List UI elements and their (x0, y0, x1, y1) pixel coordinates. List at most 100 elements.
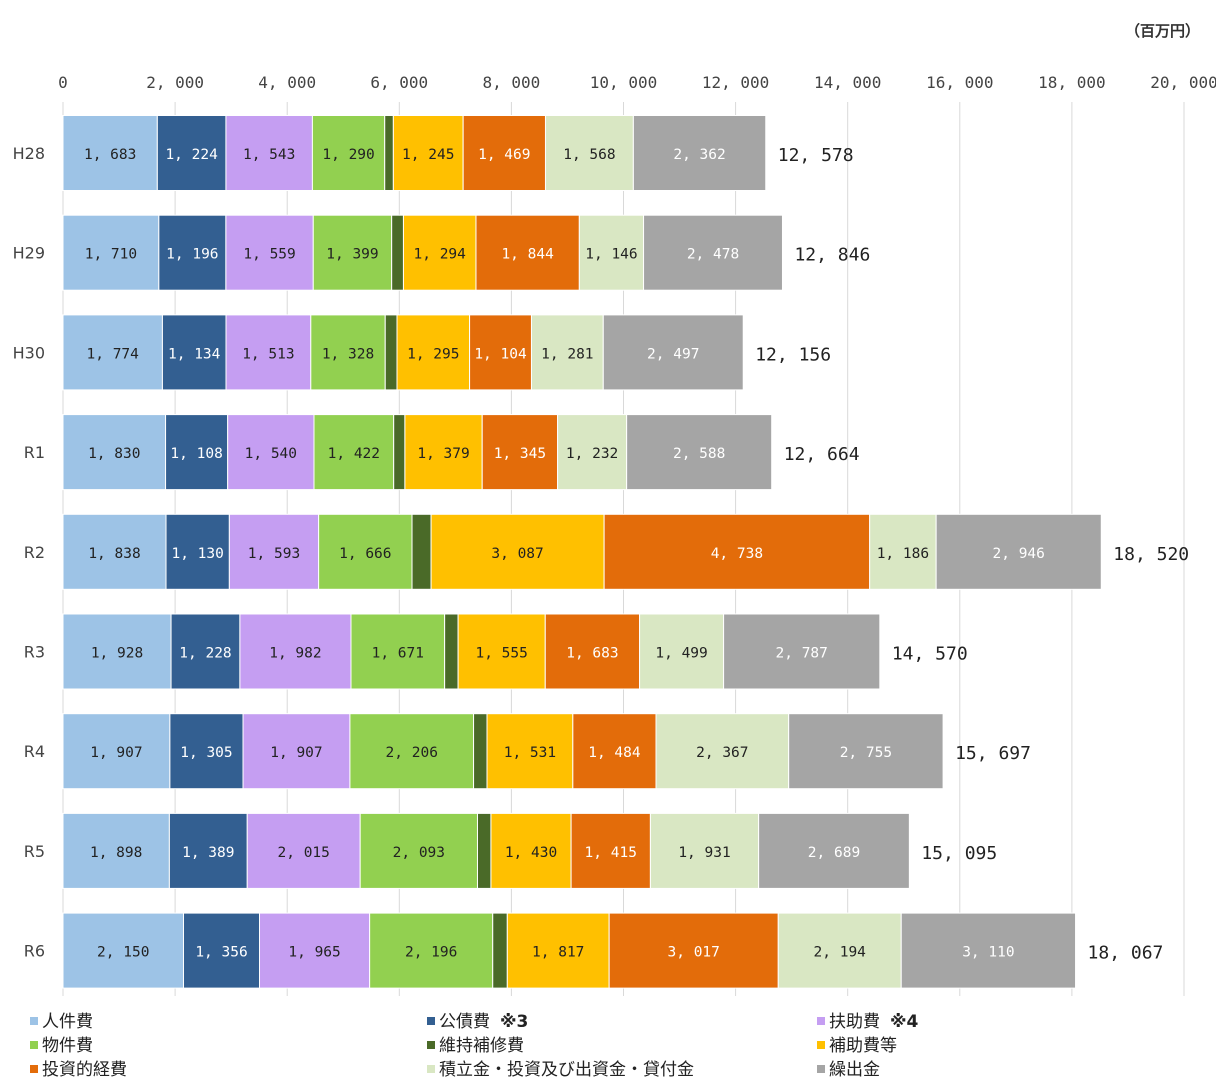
bar-value-label: 1, 671 (372, 646, 424, 662)
legend-item-bukkenhi: 物件費 (30, 1036, 93, 1056)
bar-value-label: 2, 093 (393, 845, 445, 861)
y-category-label: R2 (24, 543, 45, 562)
bar-segment (225, 115, 313, 191)
bar-segment (384, 115, 394, 191)
legend-item-kousaihi: 公債費 ※3 (427, 1012, 528, 1032)
bar-segment (313, 414, 395, 491)
bar-value-label: 1, 666 (339, 546, 391, 562)
bar-segment (632, 115, 767, 191)
bar-value-label: 1, 281 (541, 346, 593, 362)
bar-value-label: 1, 568 (563, 147, 615, 163)
bar-value-label: 1, 108 (170, 446, 222, 462)
bar-total-label: 12, 156 (755, 344, 831, 365)
bar-segment (161, 314, 227, 391)
bar-total-label: 18, 520 (1113, 544, 1189, 565)
bar-total-label: 15, 095 (921, 843, 997, 864)
legend-item-kuridashikin: 繰出金 (817, 1060, 880, 1080)
x-tick-label: 0 (58, 73, 68, 92)
bar-segment (393, 414, 406, 491)
bar-segment (544, 613, 641, 690)
bar-value-label: 3, 017 (668, 945, 720, 961)
legend-swatch (817, 1041, 825, 1049)
bar-segment (404, 414, 483, 491)
y-category-label: H30 (13, 343, 45, 362)
y-category-label: R6 (24, 942, 45, 961)
bar-value-label: 1, 931 (678, 845, 730, 861)
legend-swatch (817, 1017, 825, 1025)
bar-value-label: 2, 755 (840, 745, 892, 761)
x-tick-label: 16, 000 (926, 73, 993, 92)
bar-segment (473, 713, 488, 790)
bar-segment (626, 414, 773, 491)
bar-segment (227, 414, 315, 491)
bar-total-label: 15, 697 (955, 743, 1031, 764)
bar-segment (530, 314, 604, 391)
bar-segment (603, 513, 871, 590)
legend-label: 人件費 (42, 1012, 93, 1032)
bar-segment (312, 214, 393, 291)
bar-segment (476, 812, 492, 889)
bar-value-label: 2, 588 (673, 446, 725, 462)
bar-value-label: 1, 484 (588, 745, 641, 761)
bar-segment (225, 214, 314, 291)
bar-value-label: 1, 683 (566, 646, 618, 662)
bar-segment (311, 115, 386, 191)
bar-segment (225, 314, 312, 391)
legend-item-tsumitatekin: 積立金・投資及び出資金・貸付金 (427, 1060, 694, 1080)
bar-value-label: 1, 830 (88, 446, 140, 462)
bar-value-label: 3, 110 (962, 945, 1014, 961)
bar-value-label: 1, 928 (91, 646, 143, 662)
bar-value-label: 1, 379 (417, 446, 469, 462)
bar-segment (62, 115, 158, 191)
bar-segment (62, 314, 163, 391)
y-category-label: R1 (24, 443, 45, 462)
bar-value-label: 3, 087 (491, 546, 543, 562)
bar-value-label: 1, 593 (248, 546, 300, 562)
bar-value-label: 1, 186 (877, 546, 929, 562)
bar-value-label: 1, 898 (90, 845, 142, 861)
legend-swatch (427, 1017, 435, 1025)
bar-value-label: 2, 362 (673, 147, 725, 163)
legend-swatch (30, 1017, 38, 1025)
x-tick-label: 6, 000 (370, 73, 428, 92)
x-tick-label: 2, 000 (146, 73, 204, 92)
y-category-label: R3 (24, 643, 45, 662)
legend-label: 投資的経費 (42, 1060, 127, 1080)
bar-segment (481, 414, 559, 491)
bar-value-label: 1, 710 (85, 247, 137, 263)
bar-value-label: 2, 206 (386, 745, 438, 761)
legend-label: 扶助費 (829, 1012, 880, 1032)
bar-segment (469, 314, 532, 391)
bar-segment (170, 613, 241, 690)
bar-value-label: 1, 555 (475, 646, 527, 662)
bar-value-label: 2, 367 (696, 745, 748, 761)
bar-value-label: 2, 150 (97, 945, 149, 961)
bar-segment (259, 912, 371, 989)
x-tick-label: 12, 000 (702, 73, 769, 92)
unit-label: （百万円） (1124, 22, 1200, 40)
bar-value-label: 1, 817 (532, 945, 584, 961)
bar-value-label: 1, 228 (179, 646, 231, 662)
bar-value-label: 1, 907 (270, 745, 322, 761)
bar-value-label: 2, 787 (776, 646, 828, 662)
bar-value-label: 2, 497 (647, 346, 699, 362)
bar-segment (165, 513, 230, 590)
bar-segment (506, 912, 610, 989)
bar-value-label: 1, 232 (566, 446, 618, 462)
y-category-label: R4 (24, 742, 45, 761)
bar-value-label: 1, 294 (414, 247, 467, 263)
bar-segment (62, 912, 185, 989)
bar-value-label: 1, 290 (322, 147, 374, 163)
stacked-bar-chart: 0 2, 000 4, 000 6, 000 8, 000 10, 000 12, 000 1… (13, 73, 1216, 996)
bar-value-label: 1, 982 (269, 646, 321, 662)
bar-value-label: 1, 965 (288, 945, 340, 961)
bar-segment (62, 713, 171, 790)
bar-segment (228, 513, 320, 590)
x-tick-label: 8, 000 (483, 73, 541, 92)
bar-segment (935, 513, 1102, 590)
bar-value-label: 1, 774 (87, 346, 140, 362)
bar-value-label: 1, 345 (494, 446, 546, 462)
legend-item-ijihoshuhi: 維持補修費 (427, 1036, 524, 1056)
bar-total-label: 12, 664 (784, 444, 860, 465)
legend-note: ※3 (500, 1012, 529, 1032)
